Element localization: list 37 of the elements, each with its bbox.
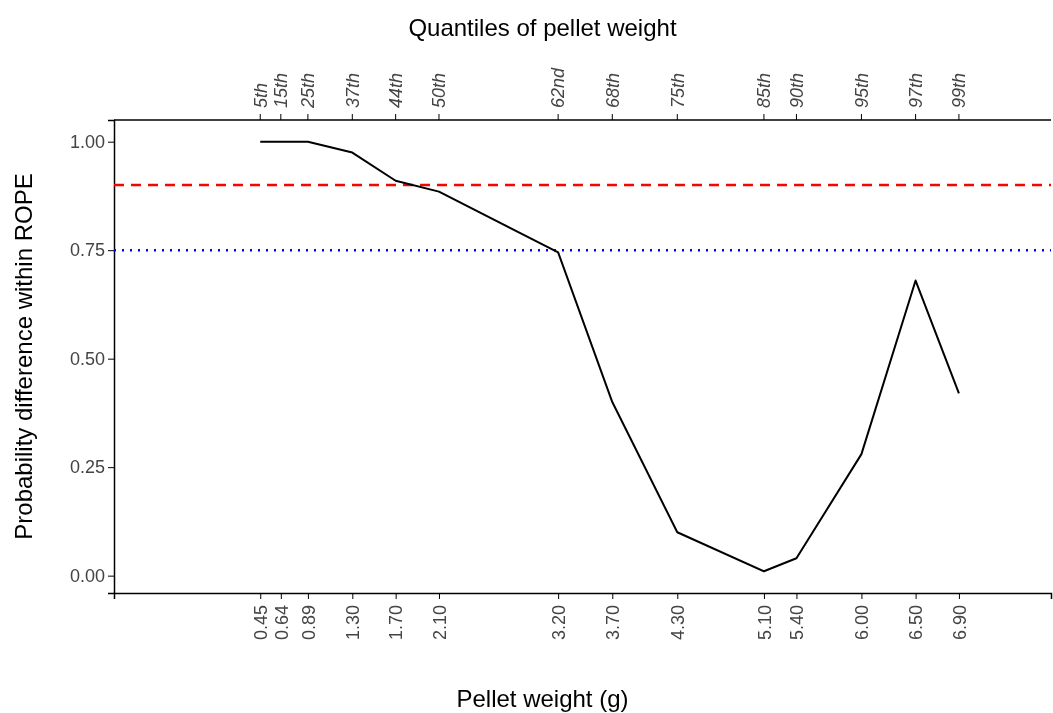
y-tick-label: 0.75 [69,240,105,261]
annotation: 25th [298,72,319,109]
x-tick-label: 6.90 [949,605,970,641]
y-tick-label: 0.00 [69,565,105,586]
annotation: 95th [851,72,872,108]
y-axis-title: Probability difference within ROPE [10,173,37,540]
annotation: 68th [602,72,623,108]
annotation: 62nd [548,66,569,108]
x-tick-label: 6.50 [906,605,927,641]
annotation: 50th [429,72,450,108]
x-tick-label: 1.30 [343,605,364,641]
annotation: 75th [667,72,688,108]
x-axis-title: Pellet weight (g) [456,685,629,712]
x-tick-label: 2.10 [429,605,450,641]
annotation: 90th [786,72,807,108]
x-tick-label: 0.45 [251,605,272,641]
y-tick-label: 1.00 [69,131,105,152]
x-tick-label: 0.89 [298,605,319,641]
x-tick-label: 0.64 [271,605,292,641]
x-tick-label: 5.40 [787,605,808,641]
x-tick-label: 4.30 [668,605,689,641]
y-tick-label: 0.50 [69,348,105,369]
x-tick-label: 3.70 [603,605,624,641]
annotation: 97th [905,72,926,108]
annotation: 15th [271,72,292,108]
x-tick-label: 1.70 [386,605,407,641]
x2-axis-title: Quantiles of pellet weight [408,14,677,41]
x-tick-label: 6.00 [852,605,873,641]
y-tick-label: 0.25 [69,457,105,478]
annotation: 44th [385,72,406,108]
annotation: 85th [754,72,775,108]
annotation: 37th [342,72,363,108]
annotation: 5th [250,82,271,108]
x-tick-label: 5.10 [754,605,775,641]
x-tick-label: 3.20 [548,605,569,641]
line-series [259,140,960,573]
annotation: 99th [949,72,970,108]
